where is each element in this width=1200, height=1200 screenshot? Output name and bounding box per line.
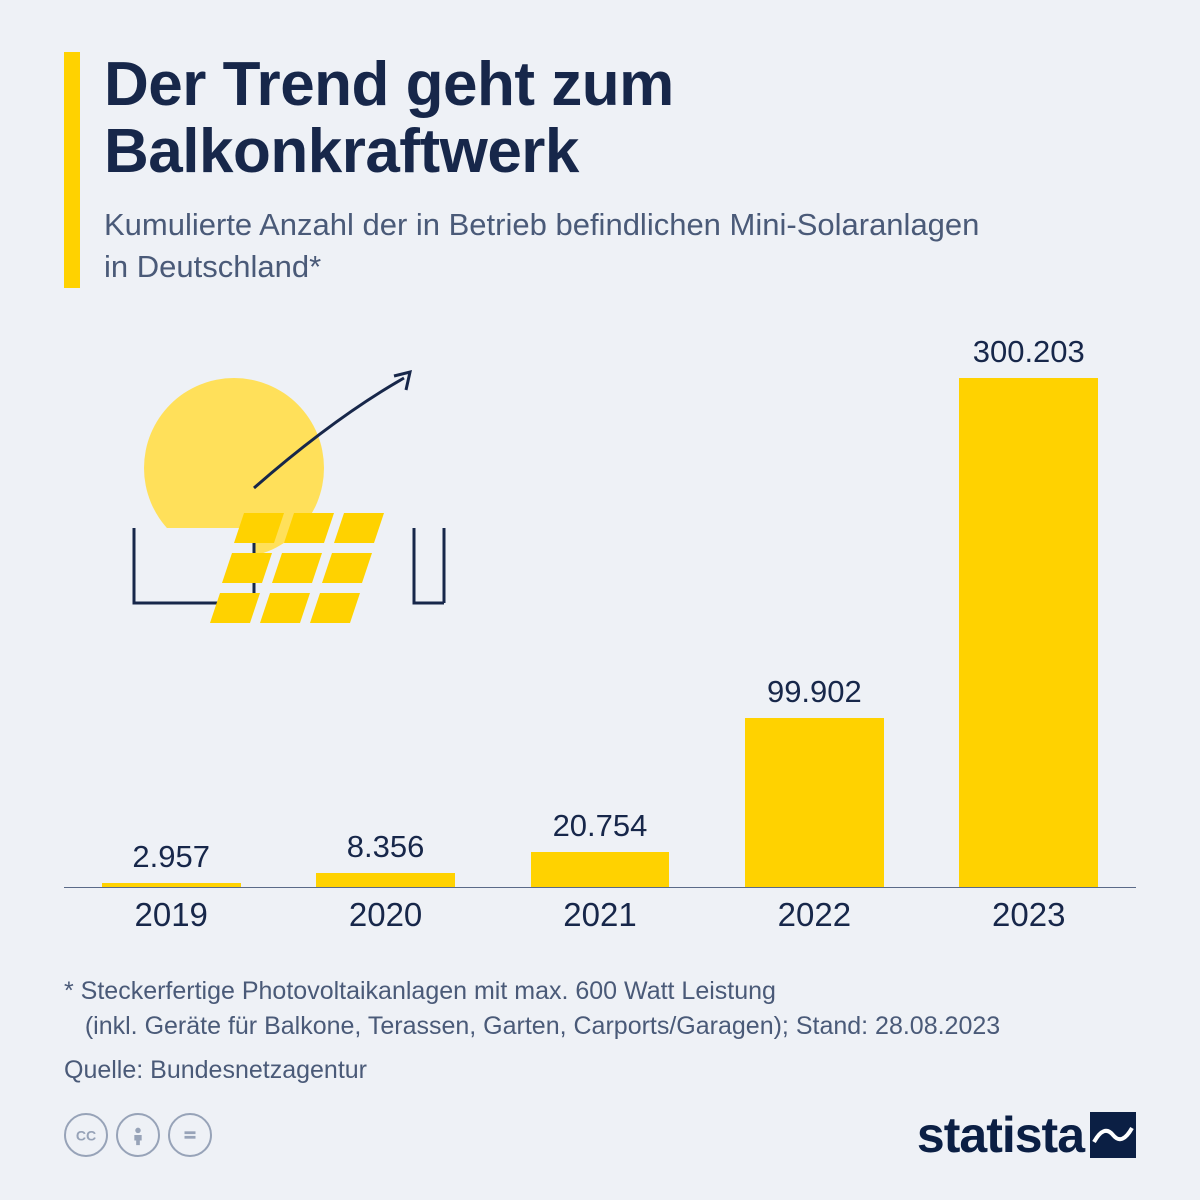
svg-text:CC: CC [76,1127,96,1143]
statista-logo: statista [917,1106,1136,1164]
footnote: * Steckerfertige Photovoltaikanlagen mit… [64,974,1136,1044]
subtitle: Kumulierte Anzahl der in Betrieb befindl… [104,204,984,288]
nd-icon [168,1113,212,1157]
bar [531,852,670,887]
x-axis-label: 2020 [289,888,482,948]
bar-column: 99.902 [718,674,911,888]
bar-value-label: 2.957 [132,839,210,875]
bar [745,718,884,888]
x-axis-label: 2022 [718,888,911,948]
x-axis-label: 2023 [932,888,1125,948]
chart-area: 2.9578.35620.75499.902300.203 2019202020… [64,328,1136,948]
bars-container: 2.957 8.356 20.754 99.902 300.203 [64,328,1136,888]
bar-column: 2.957 [75,839,268,888]
x-axis-labels: 2019 2020 2021 2022 2023 [64,888,1136,948]
bar-column: 300.203 [932,334,1125,888]
bar-column: 20.754 [504,808,697,887]
bar-value-label: 8.356 [347,829,425,865]
bar-value-label: 99.902 [767,674,862,710]
bar [316,873,455,887]
footnote-line1: * Steckerfertige Photovoltaikanlagen mit… [64,977,776,1005]
bar-value-label: 20.754 [553,808,648,844]
bar [959,378,1098,888]
cc-icon: CC [64,1113,108,1157]
footer: CC statista [64,1106,1136,1164]
header: Der Trend geht zum Balkonkraftwerk Kumul… [64,52,1136,288]
x-axis-label: 2019 [75,888,268,948]
bar-value-label: 300.203 [973,334,1085,370]
source-line: Quelle: Bundesnetzagentur [64,1056,1136,1085]
footnote-line2: (inkl. Geräte für Balkone, Terassen, Gar… [85,1012,1000,1040]
accent-bar [64,52,80,288]
x-axis-label: 2021 [504,888,697,948]
by-icon [116,1113,160,1157]
bar-column: 8.356 [289,829,482,887]
license-icons: CC [64,1113,212,1157]
bar-chart: 2.9578.35620.75499.902300.203 2019202020… [64,328,1136,948]
title-block: Der Trend geht zum Balkonkraftwerk Kumul… [104,52,1136,288]
logo-text: statista [917,1106,1084,1164]
logo-wave-icon [1090,1112,1136,1158]
page-title: Der Trend geht zum Balkonkraftwerk [104,52,1136,186]
